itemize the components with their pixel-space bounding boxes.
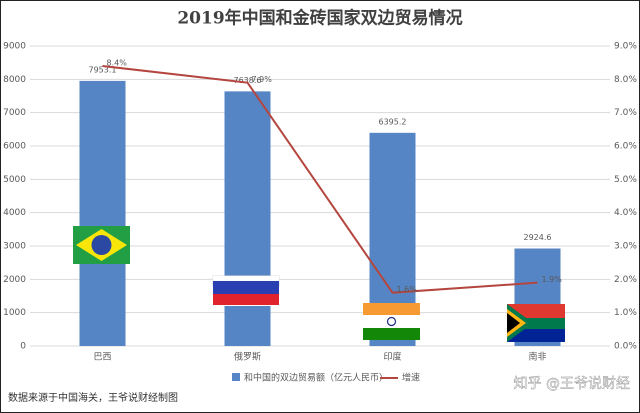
flag-brazil (73, 226, 130, 264)
flag-india (363, 303, 420, 340)
flags (73, 226, 565, 342)
bar (224, 91, 271, 346)
y2-tick-label: 3.0% (614, 242, 637, 252)
data-label: 2924.6 (524, 233, 552, 242)
y2-tick-label: 1.0% (614, 308, 637, 318)
data-label: 7953.1 (89, 65, 117, 74)
legend: 和中国的双边贸易额（亿元人民币） 增速 (232, 372, 420, 384)
y2-tick-label: 7.0% (614, 108, 637, 118)
y-tick-label: 3000 (3, 242, 26, 252)
x-tick-label: 俄罗斯 (234, 351, 261, 363)
x-tick-label: 印度 (383, 351, 401, 363)
legend-label: 和中国的双边贸易额（亿元人民币） (244, 372, 388, 384)
data-label: 7.9% (252, 75, 273, 84)
y-tick-label: 8000 (3, 75, 26, 85)
flag-russia (212, 275, 280, 306)
y2-tick-label: 0.0% (614, 342, 637, 352)
y-tick-label: 5000 (3, 175, 26, 185)
data-label: 1.9% (542, 275, 563, 284)
y2-tick-label: 4.0% (614, 208, 637, 218)
data-label: 1.6% (397, 285, 418, 294)
y-tick-label: 2000 (3, 275, 26, 285)
y-tick-label: 4000 (3, 208, 26, 218)
y2-tick-label: 6.0% (614, 142, 637, 152)
y-tick-label: 6000 (3, 142, 26, 152)
legend-swatch (232, 373, 240, 381)
x-tick-label: 南非 (528, 351, 546, 363)
y2-tick-label: 5.0% (614, 175, 637, 185)
y2-tick-label: 2.0% (614, 275, 637, 285)
legend-label: 增速 (402, 372, 420, 384)
source-note: 数据来源于中国海关，王爷说财经制图 (8, 391, 178, 404)
data-label: 8.4% (107, 59, 128, 68)
y-tick-label: 9000 (3, 42, 26, 52)
y-tick-label: 7000 (3, 108, 26, 118)
chart-title: 2019年中国和金砖国家双边贸易情况 (177, 8, 462, 29)
line (102, 65, 538, 294)
x-tick-label: 巴西 (93, 352, 111, 363)
bar (79, 80, 126, 346)
y2-tick-label: 9.0% (614, 42, 637, 52)
data-label: 6395.2 (379, 117, 407, 126)
y-tick-label: 0 (20, 342, 26, 352)
y2-tick-label: 8.0% (614, 75, 637, 85)
watermark: 知乎 @王爷说财经 (514, 375, 630, 392)
flag-south-africa (507, 304, 565, 342)
data-label: 7638.6 (234, 76, 262, 85)
y-tick-label: 1000 (3, 308, 26, 318)
